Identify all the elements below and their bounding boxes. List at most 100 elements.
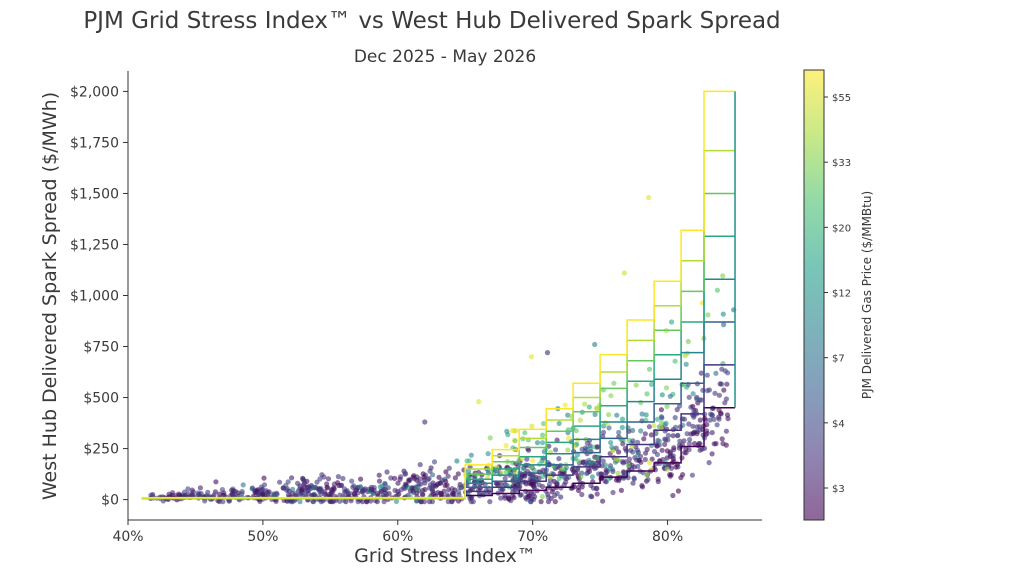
scatter-point	[694, 424, 700, 430]
scatter-point	[683, 450, 689, 456]
scatter-point	[673, 424, 679, 430]
scatter-point	[421, 499, 427, 505]
scatter-point	[381, 499, 387, 505]
scatter-point	[433, 483, 439, 489]
scatter-point	[378, 489, 384, 495]
scatter-point	[602, 420, 608, 426]
scatter-point	[431, 459, 438, 465]
scatter-point	[327, 498, 333, 504]
scatter-point	[659, 392, 665, 398]
scatter-point	[721, 322, 727, 328]
scatter-point	[456, 489, 462, 495]
scatter-point	[454, 458, 460, 464]
scatter-point	[642, 431, 648, 437]
scatter-point	[335, 480, 341, 486]
scatter-layer	[148, 194, 737, 505]
scatter-point	[513, 475, 519, 481]
step-curve	[141, 407, 735, 500]
scatter-point	[544, 350, 551, 356]
scatter-point	[681, 416, 688, 422]
scatter-point	[719, 436, 725, 442]
scatter-point	[635, 439, 641, 445]
scatter-point	[513, 488, 519, 494]
scatter-point	[631, 476, 637, 482]
scatter-point	[197, 485, 203, 491]
scatter-point	[620, 441, 626, 447]
scatter-point	[615, 470, 621, 476]
scatter-point	[720, 441, 726, 447]
scatter-point	[377, 484, 383, 490]
scatter-point	[709, 430, 715, 436]
scatter-point	[698, 370, 704, 376]
scatter-point	[690, 423, 696, 429]
scatter-point	[301, 482, 307, 488]
scatter-point	[540, 440, 546, 446]
scatter-point	[669, 319, 675, 325]
x-tick-label: 40%	[112, 529, 143, 545]
scatter-point	[641, 436, 647, 442]
scatter-point	[697, 441, 703, 447]
scatter-point	[671, 445, 677, 451]
scatter-point	[506, 495, 512, 501]
scatter-point	[540, 432, 546, 438]
scatter-point	[716, 416, 722, 422]
scatter-point	[337, 498, 343, 504]
colorbar: $3 $4 $7 $12 $20 $33 $55 PJM Delivered Gas Pri…	[803, 69, 874, 521]
scatter-point	[618, 487, 625, 493]
scatter-point	[213, 479, 219, 485]
scatter-point	[643, 412, 649, 418]
scatter-point	[592, 411, 598, 417]
scatter-point	[594, 485, 600, 492]
scatter-point	[531, 484, 538, 490]
scatter-point	[638, 428, 644, 434]
scatter-point	[384, 469, 390, 475]
y-axis-ticks: $0 $250 $500 $750 $1,000 $1,250 $1,500 $1,750 $2…	[70, 84, 128, 509]
scatter-point	[706, 460, 712, 466]
scatter-point	[679, 455, 685, 461]
scatter-point	[401, 484, 407, 490]
scatter-point	[668, 465, 675, 471]
scatter-point	[457, 484, 463, 490]
scatter-point	[444, 492, 450, 498]
colorbar-ticks: $3 $4 $7 $12 $20 $33 $55	[824, 93, 851, 495]
scatter-point	[586, 468, 593, 474]
scatter-point	[545, 494, 551, 500]
x-axis-title: Grid Stress Index™	[354, 545, 536, 567]
scatter-point	[317, 489, 323, 495]
chart-subtitle: Dec 2025 - May 2026	[354, 47, 536, 67]
scatter-point	[619, 416, 626, 422]
colorbar-tick-label: $3	[832, 484, 845, 495]
scatter-point	[529, 423, 535, 429]
scatter-point	[443, 469, 449, 475]
scatter-point	[615, 457, 621, 463]
scatter-point	[704, 428, 710, 434]
scatter-point	[420, 491, 426, 497]
scatter-point	[422, 419, 428, 425]
scatter-point	[318, 499, 324, 505]
scatter-point	[538, 499, 544, 505]
scatter-point	[310, 499, 317, 505]
scatter-point	[395, 480, 401, 486]
scatter-point	[698, 397, 705, 403]
scatter-point	[565, 435, 572, 441]
scatter-point	[344, 488, 350, 494]
scatter-point	[235, 490, 241, 496]
scatter-point	[455, 471, 461, 477]
scatter-point	[572, 470, 579, 476]
scatter-point	[658, 420, 665, 426]
scatter-point	[695, 400, 701, 406]
scatter-point	[511, 495, 517, 501]
colorbar-tick-label: $4	[832, 419, 845, 430]
scatter-point	[724, 412, 731, 418]
scatter-point	[523, 481, 529, 487]
scatter-point	[646, 424, 653, 430]
scatter-point	[579, 491, 585, 498]
scatter-point	[704, 422, 710, 428]
step-curve	[141, 278, 735, 500]
scatter-point	[704, 388, 710, 394]
scatter-point	[438, 492, 444, 498]
scatter-point	[422, 486, 428, 493]
scatter-point	[406, 477, 412, 483]
x-tick-label: 70%	[517, 529, 548, 545]
scatter-point	[260, 491, 266, 497]
